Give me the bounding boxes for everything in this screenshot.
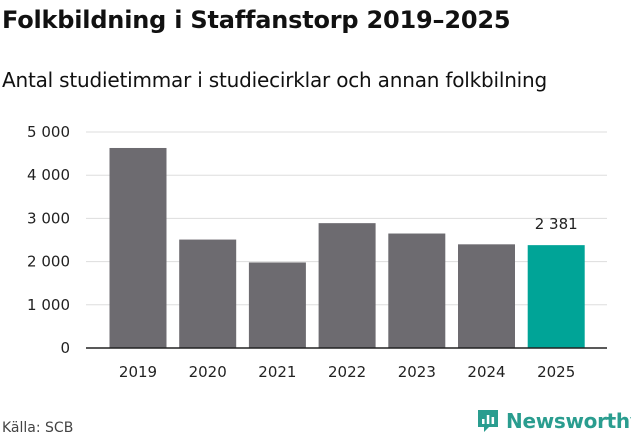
brand-name: Newsworthy xyxy=(506,409,631,433)
y-tick-label: 3 000 xyxy=(27,209,70,227)
y-tick-label: 2 000 xyxy=(27,253,70,271)
y-tick-label: 1 000 xyxy=(27,296,70,314)
x-tick-label: 2024 xyxy=(467,363,505,381)
bar xyxy=(318,223,376,348)
newsworthy-logo-icon xyxy=(478,410,498,432)
x-tick-label: 2023 xyxy=(398,363,436,381)
x-tick-label: 2025 xyxy=(537,363,575,381)
bar xyxy=(109,147,167,348)
source-note: Källa: SCB xyxy=(2,420,74,436)
chart-subtitle: Antal studietimmar i studiecirklar och a… xyxy=(2,68,548,92)
bar-highlighted xyxy=(527,245,585,348)
data-label: 2 381 xyxy=(535,215,578,233)
chart-title: Folkbildning i Staffanstorp 2019–2025 xyxy=(2,6,511,34)
x-tick-label: 2020 xyxy=(189,363,227,381)
y-tick-label: 5 000 xyxy=(27,123,70,141)
bar xyxy=(458,244,515,348)
bar xyxy=(388,233,446,348)
x-tick-label: 2022 xyxy=(328,363,366,381)
bar-chart: 0 1 000 2 000 3 000 4 000 5 000 2019 2020 2021 20… xyxy=(27,123,607,381)
brand-logo[interactable]: Newsworthy xyxy=(476,408,631,434)
bar xyxy=(248,262,306,348)
x-tick-label: 2019 xyxy=(119,363,157,381)
bar xyxy=(179,239,237,348)
x-tick-label: 2021 xyxy=(258,363,296,381)
y-tick-label: 4 000 xyxy=(27,166,70,184)
y-tick-label: 0 xyxy=(60,339,70,357)
